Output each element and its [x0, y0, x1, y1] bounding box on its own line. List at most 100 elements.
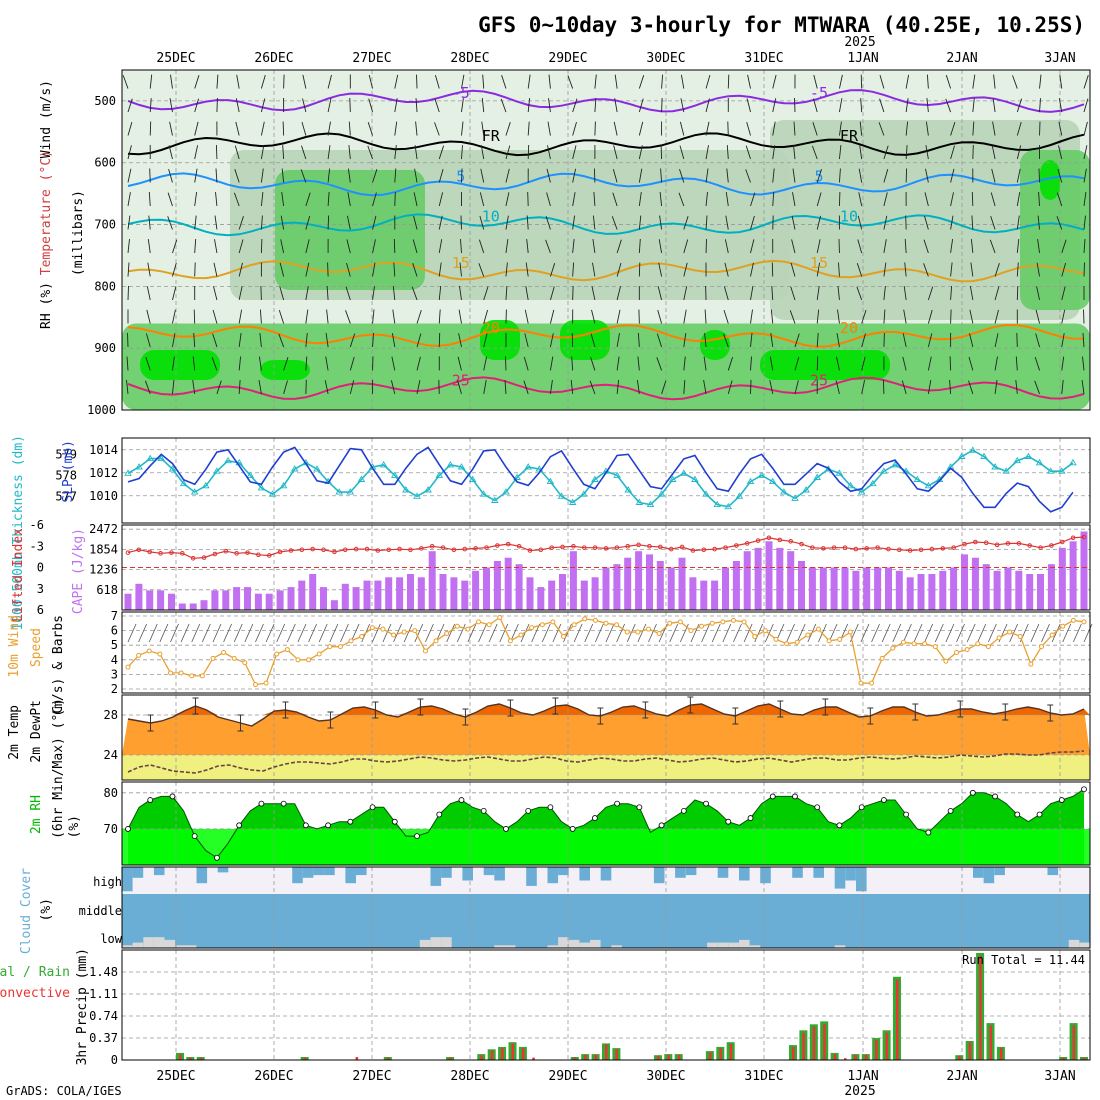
wind-barb	[1015, 379, 1018, 394]
li-point	[918, 547, 924, 553]
cape-bar	[678, 557, 686, 610]
wind-barb	[572, 98, 578, 113]
wind-barb	[636, 380, 640, 394]
cape-bar	[439, 574, 447, 610]
thickness-line-point	[1058, 467, 1066, 474]
wind-barb	[345, 310, 351, 324]
cape-bar	[656, 561, 664, 610]
thickness-line-point	[1069, 458, 1077, 466]
wind-barb	[415, 98, 418, 113]
li-point	[256, 552, 261, 558]
wind10-barb	[1030, 623, 1040, 643]
cloud-high-bar	[153, 867, 165, 876]
cloud-frame	[121, 866, 1091, 949]
wind-barb	[194, 168, 198, 183]
wind-barb	[750, 309, 753, 324]
wind-barb	[659, 192, 663, 207]
wind-barb	[680, 74, 685, 89]
wind10-point	[539, 622, 545, 628]
precip-conv-bar	[833, 1054, 837, 1060]
cape-frame	[121, 524, 1091, 611]
cape-bar	[330, 600, 338, 610]
wind-barb	[170, 74, 173, 89]
wind-barb	[346, 239, 351, 254]
cape-bar	[200, 600, 208, 610]
rh2m-point	[214, 854, 220, 861]
cloud-low-bar	[430, 937, 442, 948]
li-point	[614, 545, 620, 550]
wind-barb	[394, 168, 397, 183]
bottom-date-label: 29DEC	[548, 1069, 587, 1084]
wind-barb	[1083, 75, 1089, 89]
thickness-line-point	[557, 492, 566, 499]
wind-barb	[367, 145, 373, 160]
cloud-high-bar	[302, 867, 314, 878]
rh2m-point	[903, 811, 910, 818]
precip-tick: 0.37	[89, 1031, 118, 1045]
pressure-tick: 900	[94, 341, 116, 355]
wind-barb	[772, 121, 776, 136]
cape-bar	[472, 570, 480, 610]
cape-bar	[667, 567, 675, 610]
wind10-point	[752, 633, 758, 639]
cape-bar	[971, 557, 979, 610]
cape-bar	[493, 561, 501, 610]
wind-barb	[949, 379, 952, 394]
cape-bar	[178, 603, 186, 610]
cape-bar	[146, 590, 154, 610]
isotherm-label: 10	[840, 208, 858, 226]
wind-barb	[567, 75, 574, 89]
wind-barb	[302, 74, 307, 89]
wind-barb	[925, 168, 929, 183]
wind-barb	[548, 98, 551, 113]
rh-low-level-band	[122, 323, 1090, 410]
wind-barb	[348, 145, 351, 160]
wind-barb	[394, 145, 397, 160]
wind10-barb	[648, 623, 657, 643]
wind-barb	[483, 309, 489, 324]
precip-frame	[121, 949, 1091, 1061]
precip-axis-labels: Total / Rain Convective 3hr Precip (mm) …	[0, 948, 1085, 1065]
thickness-line-point	[768, 477, 777, 485]
wind-barb	[769, 380, 774, 395]
cape-bar	[841, 567, 849, 610]
wind-barb	[500, 98, 507, 113]
thickness-line-point	[202, 481, 210, 489]
rh2m-point	[969, 789, 976, 796]
cloud-high-bar	[717, 867, 729, 878]
wind-barb	[1061, 356, 1065, 371]
wind-barb	[1061, 286, 1066, 301]
wind-barb	[750, 192, 756, 207]
wind-barb	[1016, 262, 1019, 277]
wind-barb	[816, 332, 819, 347]
cape-bar	[787, 551, 795, 610]
wind-barb	[590, 333, 596, 348]
li-point	[679, 544, 685, 550]
cape-bar	[798, 561, 805, 610]
cape-bar	[352, 587, 360, 610]
wind-barb	[789, 310, 796, 324]
wind-barb	[903, 309, 907, 324]
rh2m-point	[525, 807, 532, 814]
upper-air-panel: 5006007008009001000-5-5FRFR5510101515202…	[87, 69, 1091, 417]
wind-barb	[883, 285, 886, 301]
wind-barb	[950, 215, 954, 230]
wind-barb	[659, 215, 663, 230]
thickness-line-point	[479, 490, 488, 497]
rh2m-point	[769, 793, 776, 800]
cape-bar	[776, 547, 784, 610]
temp-label-a: 2m Temp	[7, 705, 22, 760]
wind-barb	[305, 286, 309, 301]
wind-barb	[305, 192, 311, 207]
wind-barb	[147, 262, 151, 277]
wind-barb	[235, 98, 240, 113]
li-point	[940, 546, 946, 551]
wind-barb	[479, 215, 485, 230]
li-point	[647, 543, 652, 549]
wind-barb	[478, 263, 485, 277]
precip-conv-bar	[615, 1049, 618, 1060]
wind-barb	[969, 309, 974, 324]
wind-barb	[923, 239, 929, 254]
li-point	[505, 541, 511, 547]
cape-bar	[135, 583, 143, 610]
